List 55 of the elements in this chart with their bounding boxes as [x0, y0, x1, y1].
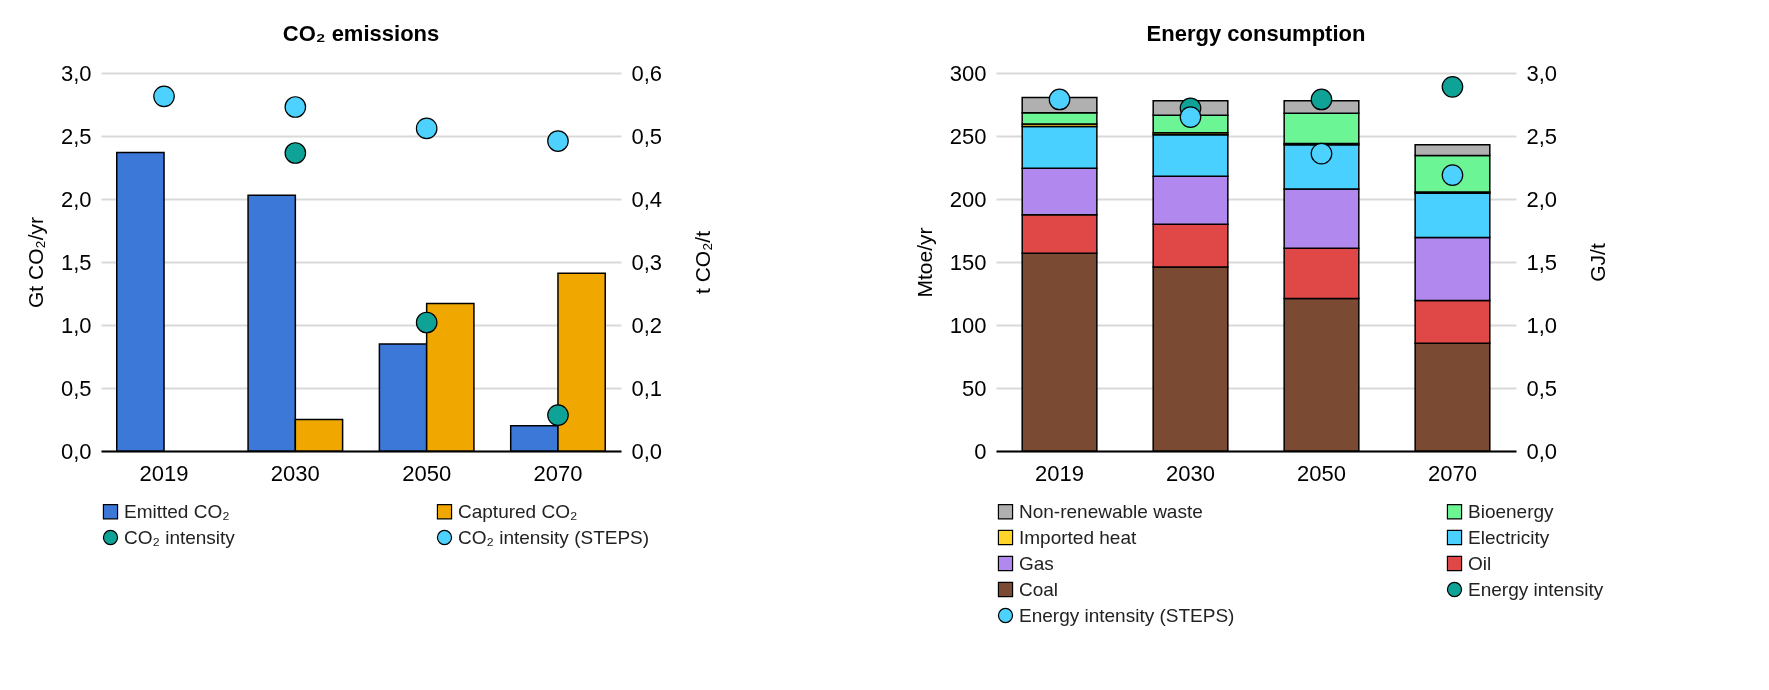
y2-tick-label: 0,0: [1526, 438, 1558, 464]
x-tick-label: 2070: [1428, 460, 1477, 486]
y2-tick-label: 1,0: [1526, 312, 1558, 338]
x-tick-label: 2050: [1297, 460, 1346, 486]
legend-label: CO₂ intensity (STEPS): [458, 526, 650, 548]
legend-label: Captured CO₂: [458, 500, 578, 522]
x-tick-label: 2019: [139, 460, 189, 486]
y-tick-label: 2,0: [60, 186, 92, 212]
y-tick-label: 300: [949, 60, 987, 86]
x-tick-label: 2030: [1166, 460, 1215, 486]
y2-tick-label: 0,1: [631, 375, 663, 401]
y-tick-label: 1,5: [60, 249, 92, 275]
y-tick-label: 200: [949, 186, 987, 212]
y2-tick-label: 2,5: [1526, 123, 1558, 149]
y-tick-label: 1,0: [60, 312, 92, 338]
x-tick-label: 2030: [270, 460, 320, 486]
y2-tick-label: 3,0: [1526, 60, 1558, 86]
y-tick-label: 2,5: [60, 123, 92, 149]
y2-tick-label: 1,5: [1526, 249, 1558, 275]
y-tick-label: 150: [949, 249, 987, 275]
y-tick-label: 100: [949, 312, 987, 338]
y2-tick-label: 0,6: [631, 60, 663, 86]
y-axis-title: Gt CO₂/yr: [23, 217, 47, 308]
y2-tick-label: 2,0: [1526, 186, 1558, 212]
chart-title: CO₂ emissions: [282, 21, 440, 46]
x-tick-label: 2019: [1035, 460, 1084, 486]
y2-tick-label: 0,2: [631, 312, 663, 338]
legend-label: Imported heat: [1019, 526, 1137, 548]
x-tick-label: 2050: [402, 460, 452, 486]
y-tick-label: 0,0: [60, 438, 92, 464]
legend-label: Non-renewable waste: [1019, 500, 1203, 522]
legend-label: Electricity: [1468, 526, 1550, 548]
y-tick-label: 3,0: [60, 60, 92, 86]
y2-tick-label: 0,5: [1526, 375, 1558, 401]
y2-axis-title: GJ/t: [1586, 243, 1610, 282]
y-tick-label: 250: [949, 123, 987, 149]
legend-label: Emitted CO₂: [124, 500, 230, 522]
y-axis-title: Mtoe/yr: [912, 227, 936, 298]
y-tick-label: 50: [962, 375, 987, 401]
legend-label: Energy intensity (STEPS): [1019, 604, 1235, 626]
y-tick-label: 0,5: [60, 375, 92, 401]
x-tick-label: 2070: [533, 460, 583, 486]
legend-label: Oil: [1468, 552, 1492, 574]
y-tick-label: 0: [974, 438, 987, 464]
y2-axis-title: t CO₂/t: [691, 230, 715, 294]
legend-label: Energy intensity: [1468, 578, 1604, 600]
y2-tick-label: 0,0: [631, 438, 663, 464]
y2-tick-label: 0,3: [631, 249, 663, 275]
y2-tick-label: 0,5: [631, 123, 663, 149]
legend-label: CO₂ intensity: [124, 526, 236, 548]
legend-label: Gas: [1019, 552, 1054, 574]
y2-tick-label: 0,4: [631, 186, 663, 212]
chart-title: Energy consumption: [1146, 21, 1366, 46]
legend-label: Coal: [1019, 578, 1059, 600]
legend-label: Bioenergy: [1468, 500, 1555, 522]
